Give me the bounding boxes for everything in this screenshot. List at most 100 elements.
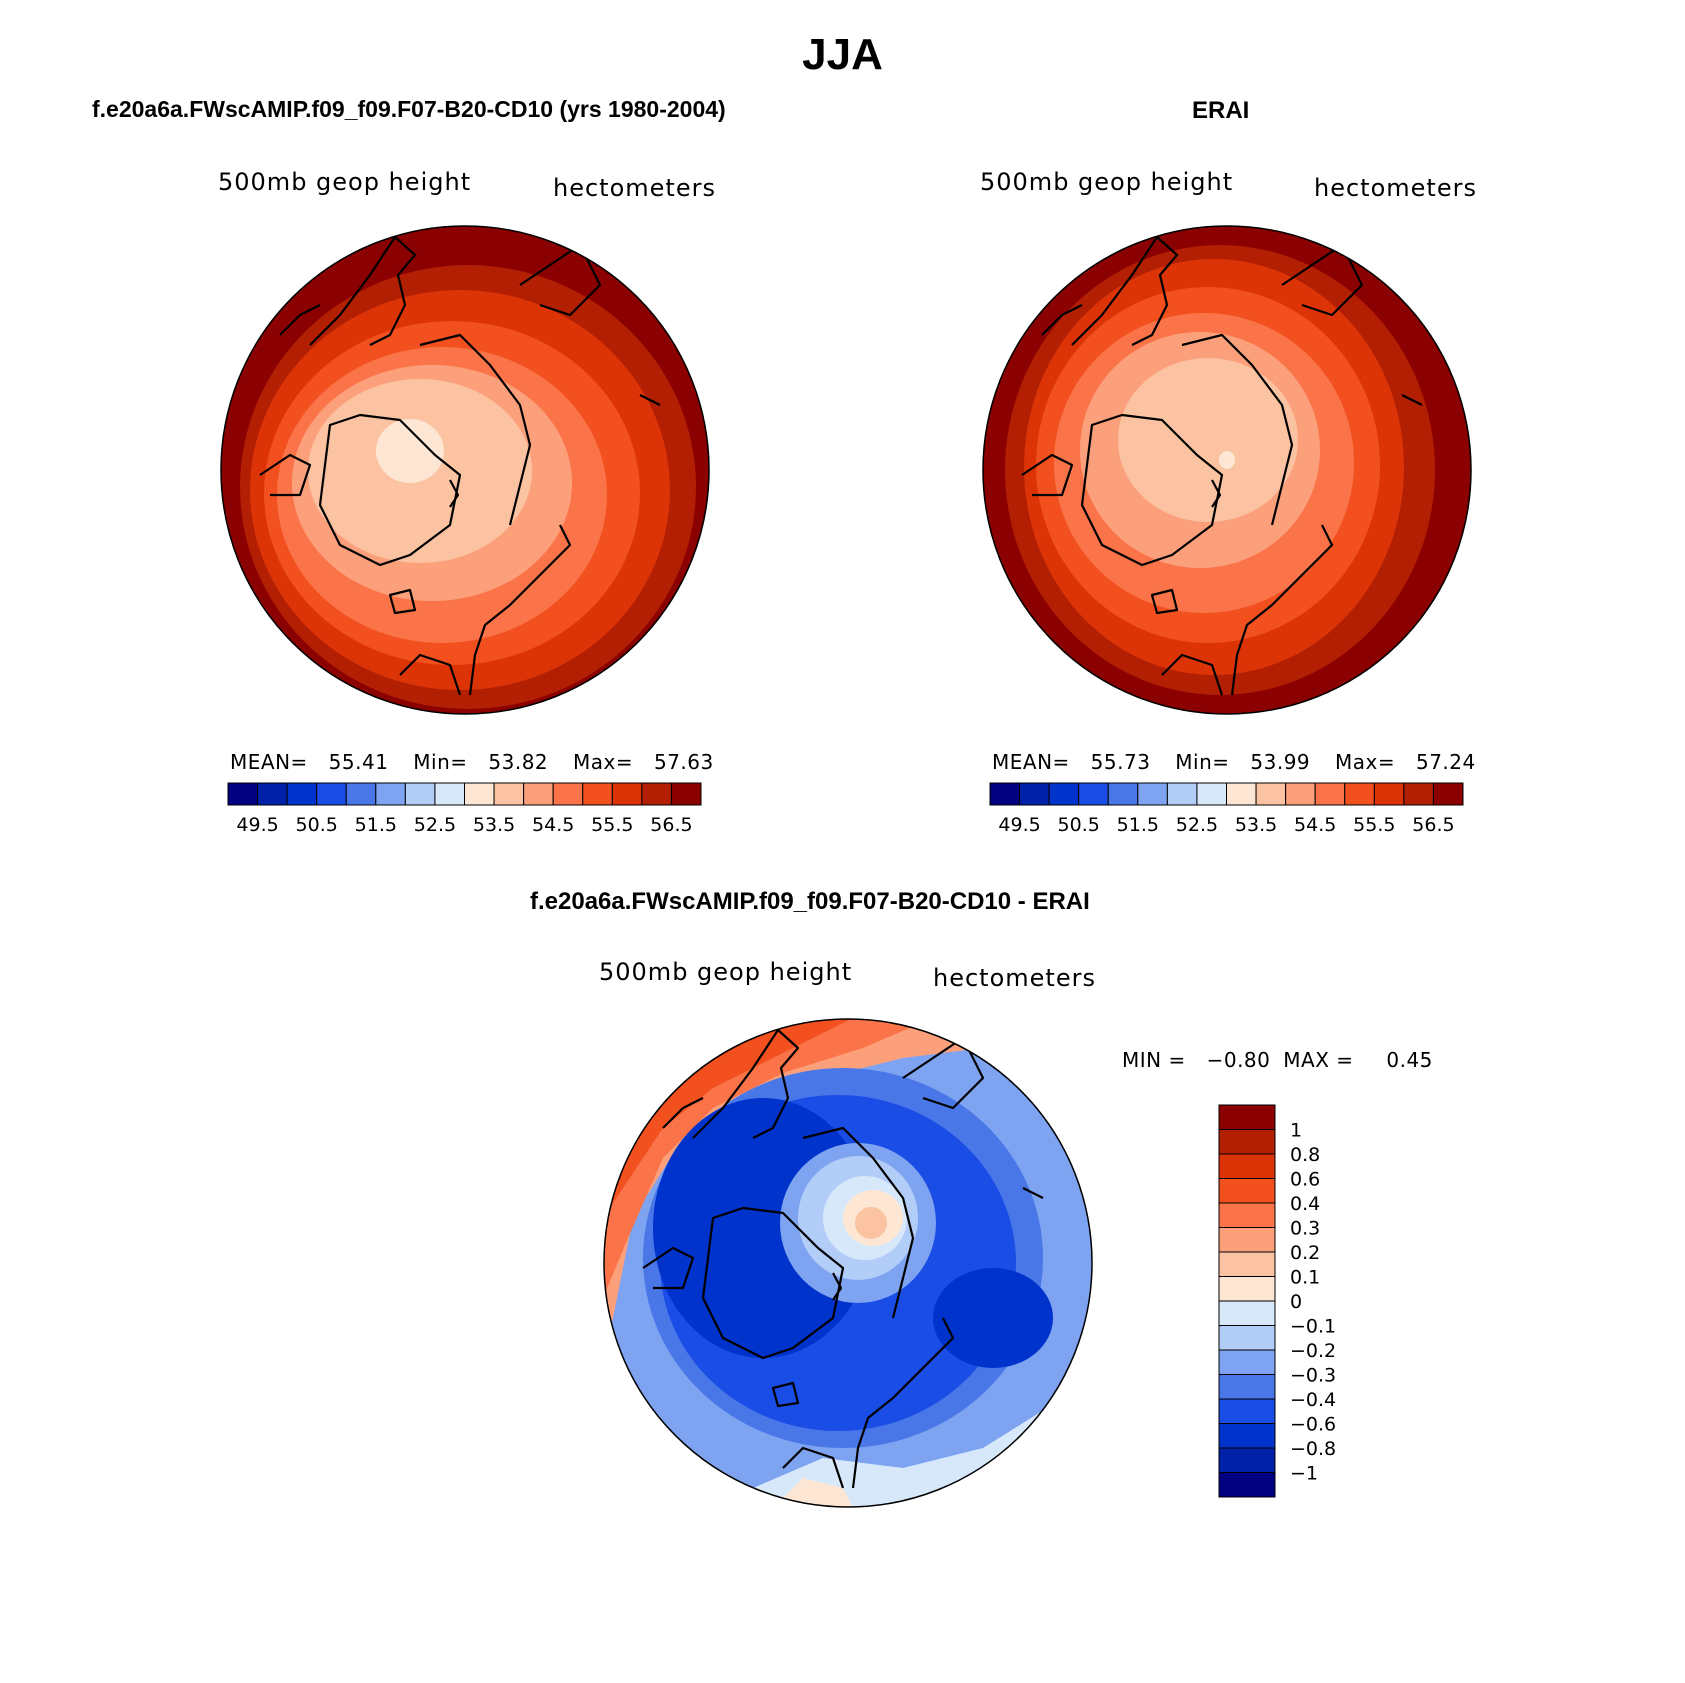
colorbar-tick-label: 0.1 [1290, 1267, 1320, 1289]
colorbar-swatch [1218, 1276, 1276, 1302]
colorbar-tick-label: 50.5 [1058, 814, 1100, 836]
colorbar-swatch [552, 782, 584, 806]
colorbar-tick-label: 51.5 [1117, 814, 1159, 836]
min-value: −0.80 [1206, 1048, 1271, 1072]
colorbar-swatch [1226, 782, 1257, 806]
panel-2-title: ERAI [1192, 97, 1250, 124]
colorbar-swatch [1218, 1300, 1276, 1326]
colorbar-swatch [1048, 782, 1080, 806]
colorbar-swatch [1373, 782, 1405, 806]
colorbar-swatch [1218, 1129, 1276, 1155]
colorbar-tick-label: 55.5 [591, 814, 633, 836]
colorbar-tick-label: −1 [1290, 1463, 1318, 1485]
max-label: Max= [1335, 750, 1396, 774]
colorbar-tick-label: 54.5 [1294, 814, 1336, 836]
colorbar-swatch [345, 782, 377, 806]
colorbar-tick-label: −0.4 [1290, 1389, 1336, 1411]
colorbar-swatch [375, 782, 406, 806]
colorbar-swatch [1218, 1423, 1276, 1449]
colorbar-tick-label: 0 [1290, 1291, 1302, 1313]
min-value: 53.99 [1250, 750, 1311, 774]
colorbar-swatch [257, 782, 288, 806]
colorbar-swatch [1218, 1325, 1276, 1351]
colorbar-swatch [523, 782, 554, 806]
colorbar-swatch [316, 782, 347, 806]
colorbar-tick-label: −0.2 [1290, 1340, 1336, 1362]
colorbar-swatch [1285, 782, 1316, 806]
panel-2-units: hectometers [1314, 174, 1477, 202]
colorbar-tick-label: 0.2 [1290, 1242, 1320, 1264]
colorbar-swatch [641, 782, 672, 806]
colorbar-swatch [404, 782, 436, 806]
panel-3-title: f.e20a6a.FWscAMIP.f09_f09.F07-B20-CD10 -… [530, 888, 1090, 915]
colorbar-swatch [434, 782, 465, 806]
panel-1-units: hectometers [553, 174, 716, 202]
colorbar-tick-label: 56.5 [650, 814, 692, 836]
max-label: Max= [573, 750, 634, 774]
max-label: MAX = [1283, 1048, 1354, 1072]
colorbar-swatch [1403, 782, 1434, 806]
colorbar-swatch [1218, 1349, 1276, 1375]
colorbar-swatch [989, 782, 1021, 806]
colorbar-tick-label: −0.3 [1290, 1365, 1336, 1387]
panel-3-units: hectometers [933, 964, 1096, 992]
colorbar-swatch [1218, 1153, 1276, 1179]
colorbar-tick-label: 49.5 [236, 814, 278, 836]
mean-value: 55.73 [1090, 750, 1151, 774]
colorbar-swatch [1166, 782, 1198, 806]
colorbar-swatch [493, 782, 525, 806]
panel-1-title: f.e20a6a.FWscAMIP.f09_f09.F07-B20-CD10 (… [92, 96, 726, 122]
colorbar-swatch [1218, 1202, 1276, 1228]
colorbar-swatch [611, 782, 643, 806]
polar-map-model [220, 225, 710, 715]
colorbar-swatch [1218, 1104, 1276, 1130]
mean-value: 55.41 [328, 750, 389, 774]
colorbar-swatch [1107, 782, 1139, 806]
colorbar-swatch [1218, 1251, 1276, 1277]
colorbar-swatch [1218, 1227, 1276, 1253]
panel-1-variable: 500mb geop height [218, 168, 472, 196]
colorbar-difference: 10.8 0.60.4 0.30.2 0.10 −0.1−0.2 −0.3−0.4 −0.6… [1218, 1104, 1336, 1498]
panel-2-variable: 500mb geop height [980, 168, 1234, 196]
max-value: 57.24 [1415, 750, 1476, 774]
colorbar-tick-label: 53.5 [473, 814, 515, 836]
colorbar-tick-label: 55.5 [1353, 814, 1395, 836]
colorbar-swatch [464, 782, 495, 806]
polar-map-erai [982, 225, 1472, 715]
mean-label: MEAN= [230, 750, 308, 774]
colorbar-swatch [1019, 782, 1050, 806]
mean-label: MEAN= [992, 750, 1070, 774]
colorbar-swatch [670, 782, 702, 806]
colorbar-swatch [1344, 782, 1375, 806]
colorbar-tick-label: 0.4 [1290, 1193, 1320, 1215]
colorbar-swatch [1218, 1472, 1276, 1498]
colorbar-tick-label: 52.5 [1176, 814, 1218, 836]
colorbar-tick-label: 53.5 [1235, 814, 1277, 836]
colorbar-tick-label: 50.5 [296, 814, 338, 836]
colorbar-swatch [1314, 782, 1346, 806]
max-value: 0.45 [1386, 1048, 1433, 1072]
colorbar-tick-label: 0.3 [1290, 1218, 1320, 1240]
colorbar-tick-label: 0.6 [1290, 1169, 1320, 1191]
colorbar-model: 49.5 50.5 51.5 52.5 53.5 54.5 55.5 56.5 [227, 782, 702, 836]
colorbar-tick-label: 52.5 [414, 814, 456, 836]
min-label: MIN = [1122, 1048, 1186, 1072]
main-title: JJA [802, 30, 883, 79]
panel-3-stats: MIN = −0.80 MAX = 0.45 [1122, 1048, 1433, 1072]
colorbar-tick-label: −0.6 [1290, 1414, 1336, 1436]
colorbar-swatch [582, 782, 613, 806]
min-label: Min= [1175, 750, 1230, 774]
panel-2-stats: MEAN= 55.73 Min= 53.99 Max= 57.24 [992, 750, 1476, 774]
colorbar-tick-label: 0.8 [1290, 1144, 1320, 1166]
colorbar-tick-label: 54.5 [532, 814, 574, 836]
colorbar-tick-label: 49.5 [998, 814, 1040, 836]
panel-3-variable: 500mb geop height [599, 958, 853, 986]
colorbar-tick-label: 1 [1290, 1120, 1302, 1142]
polar-map-difference [603, 1018, 1093, 1508]
min-value: 53.82 [488, 750, 549, 774]
colorbar-swatch [1218, 1178, 1276, 1204]
colorbar-swatch [1196, 782, 1227, 806]
colorbar-tick-label: −0.1 [1290, 1316, 1336, 1338]
colorbar-swatch [1218, 1398, 1276, 1424]
colorbar-swatch [227, 782, 259, 806]
